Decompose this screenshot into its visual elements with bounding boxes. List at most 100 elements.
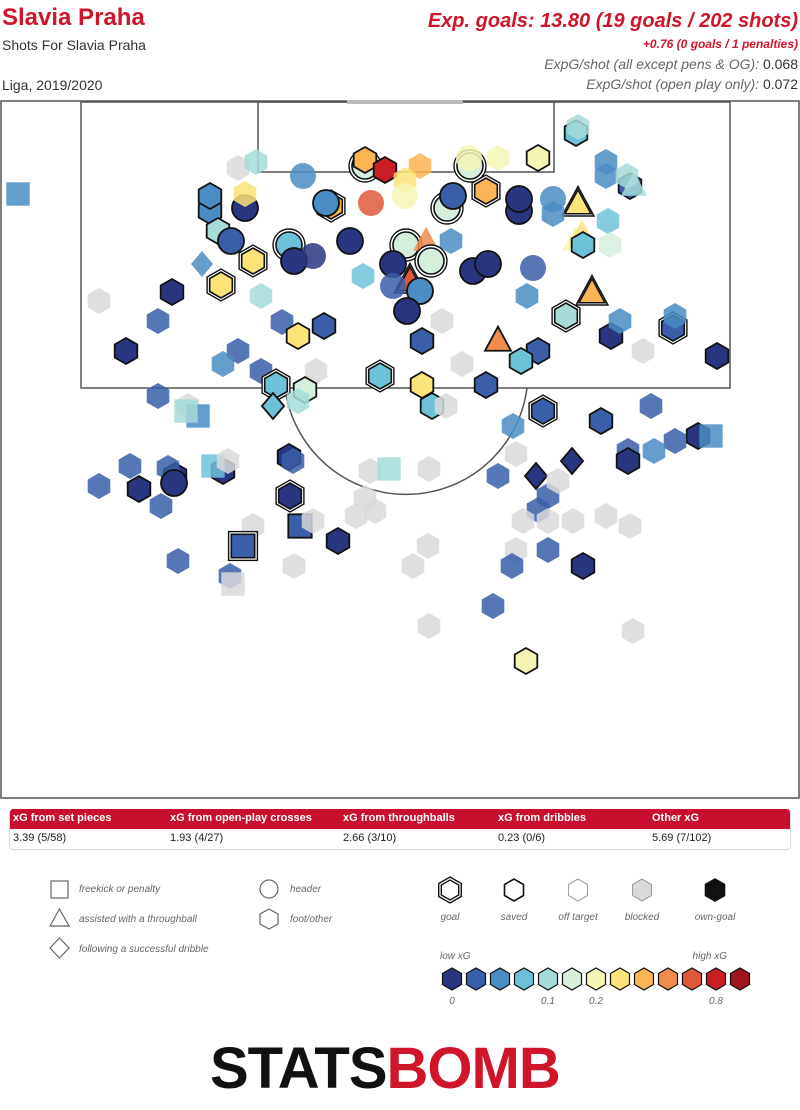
xg-per-shot-all-value: 0.068: [762, 56, 798, 72]
shot-hexagon-blocked: [351, 263, 375, 289]
shot-hexagon-blocked: [216, 448, 240, 474]
team-name: Slavia Praha: [2, 4, 145, 31]
scale-tick-0-1: 0.1: [541, 996, 555, 1007]
outcome-icons: [438, 876, 726, 904]
shot-hexagon-goal: [367, 362, 393, 390]
shot-hexagon-saved: [113, 336, 139, 366]
shot-circle-goal: [417, 247, 445, 275]
shot-hexagon-goal: [530, 397, 556, 425]
outcome-blocked-label: blocked: [625, 912, 660, 923]
scale-hex-4: [537, 967, 559, 991]
xg-dribbles-value: 0.23 (0/6): [498, 832, 546, 844]
outcome-own-goal-label: own-goal: [695, 912, 736, 923]
shot-hexagon-blocked: [642, 438, 666, 464]
shot-hexagon-blocked: [430, 308, 454, 334]
shot-circle-saved: [217, 227, 245, 255]
shot-hexagon-blocked: [166, 548, 190, 574]
scale-hex-8: [633, 967, 655, 991]
shot-hexagon-blocked: [663, 428, 687, 454]
legend-blocked-hexagon: [632, 878, 652, 902]
xg-per-shot-open-play-value: 0.072: [762, 76, 798, 92]
scale-hex-5: [561, 967, 583, 991]
shot-hexagon-saved: [615, 446, 641, 476]
scale-hex-2: [489, 967, 511, 991]
xg-other-label: Other xG: [652, 812, 700, 824]
circle-icon: [259, 879, 279, 899]
legend-freekick-label: freekick or penalty: [79, 884, 161, 895]
shot-square-blocked: [174, 399, 198, 423]
shot-hexagon-saved: [197, 181, 223, 211]
shot-hexagon-blocked: [618, 513, 642, 539]
logo-stats: STATS: [210, 1036, 388, 1101]
legend: freekick or penalty assisted with a thro…: [48, 876, 751, 1007]
shot-circle-blocked: [380, 273, 406, 299]
shot-circle-blocked: [300, 243, 326, 269]
penalties-line: +0.76 (0 goals / 1 penalties): [642, 37, 798, 51]
xg-crosses-value: 1.93 (4/27): [170, 832, 224, 844]
outcome-labels: goal saved off target blocked own-goal: [441, 912, 737, 923]
shot-hexagon-goal: [263, 371, 289, 399]
xg-other-value: 5.69 (7/102): [652, 832, 712, 844]
xg-crosses-label: xG from open-play crosses: [170, 812, 312, 824]
shot-diamond-saved: [260, 391, 286, 421]
shot-hexagon-saved: [704, 341, 730, 371]
shot-circle-saved: [505, 185, 533, 213]
outcome-off-target-label: off target: [558, 912, 599, 923]
shot-hexagon-blocked: [87, 473, 111, 499]
shot-hexagon-blocked: [118, 453, 142, 479]
shot-triangle-goal: [563, 188, 593, 215]
xg-throughballs-value: 2.66 (3/10): [343, 832, 397, 844]
scale-hex-12: [729, 967, 751, 991]
shot-circle-blocked: [520, 255, 546, 281]
xg-headline: Exp. goals: 13.80 (19 goals / 202 shots): [427, 10, 798, 32]
shot-hexagon-blocked: [481, 593, 505, 619]
diamond-icon: [49, 937, 70, 959]
shot-hexagon-saved: [570, 230, 596, 260]
shot-hexagon-blocked: [146, 383, 170, 409]
shot-hexagon-blocked: [596, 208, 620, 234]
shot-hexagon-blocked: [594, 149, 618, 175]
scale-hex-11: [705, 967, 727, 991]
shot-circle-blocked: [290, 163, 316, 189]
shot-map-pitch: [0, 100, 800, 799]
shot-hexagon-blocked: [417, 613, 441, 639]
shot-hexagon-blocked: [281, 448, 305, 474]
shot-square-blocked: [699, 424, 723, 448]
shot-hexagon-blocked: [304, 358, 328, 384]
shot-square-goal: [230, 533, 256, 559]
shot-hexagon-blocked: [434, 393, 458, 419]
shot-hexagon-blocked: [486, 145, 510, 171]
shot-hexagon-goal: [473, 177, 499, 205]
shot-hexagon-saved: [159, 277, 185, 307]
scale-hex-10: [681, 967, 703, 991]
shot-square-blocked: [377, 457, 401, 481]
shot-hexagon-saved: [311, 311, 337, 341]
outcome-saved-label: saved: [501, 912, 528, 923]
competition-label: Liga, 2019/2020: [2, 77, 103, 93]
scale-hex-7: [609, 967, 631, 991]
scale-tick-0: 0: [449, 996, 455, 1007]
shot-hexagon-blocked: [417, 456, 441, 482]
shot-circle-blocked: [456, 145, 482, 171]
shot-diamond-saved: [523, 461, 549, 491]
shot-circle-saved: [439, 182, 467, 210]
shot-hexagon-blocked: [358, 458, 382, 484]
legend-goal-hexagon: [440, 879, 460, 901]
shot-hexagon-blocked: [663, 303, 687, 329]
shot-hexagon-blocked: [598, 232, 622, 258]
low-xg-label: low xG: [440, 951, 471, 962]
shot-hexagon-saved: [513, 646, 539, 676]
scale-tick-0-2: 0.2: [589, 996, 603, 1007]
shot-hexagon-blocked: [511, 508, 535, 534]
shot-hexagon-blocked: [608, 308, 632, 334]
shot-hexagon-saved: [473, 370, 499, 400]
penalty-arc: [284, 387, 528, 496]
shot-diamond-blocked: [190, 251, 214, 277]
outcome-goal-label: goal: [441, 912, 461, 923]
shot-hexagon-blocked: [282, 553, 306, 579]
shot-circle-saved: [474, 250, 502, 278]
shot-hexagon-saved: [325, 526, 351, 556]
logo-bomb: BOMB: [386, 1036, 561, 1101]
shot-hexagon-blocked: [87, 288, 111, 314]
shot-hexagon-blocked: [546, 468, 570, 494]
